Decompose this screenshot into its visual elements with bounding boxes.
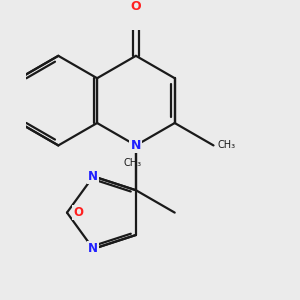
Text: N: N <box>88 170 98 183</box>
Text: CH₃: CH₃ <box>218 140 236 150</box>
Text: O: O <box>73 206 83 219</box>
Text: N: N <box>88 242 98 255</box>
Text: CH₃: CH₃ <box>124 158 142 168</box>
Text: N: N <box>131 139 141 152</box>
Text: O: O <box>130 0 141 13</box>
